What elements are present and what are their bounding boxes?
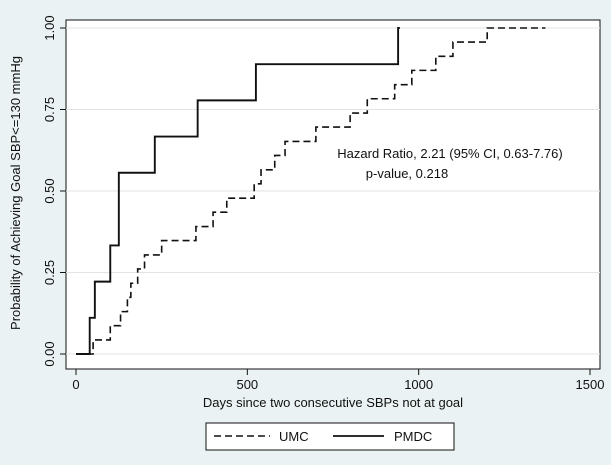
- plot-area: [65, 19, 601, 370]
- legend-umc-label: UMC: [279, 429, 309, 444]
- y-tick-label: 0.50: [42, 178, 57, 203]
- p-value-annotation: p-value, 0.218: [366, 166, 448, 181]
- y-tick-label: 0.75: [42, 97, 57, 122]
- x-tick-label: 1000: [404, 377, 433, 392]
- grid-lines: [66, 27, 600, 355]
- x-tick-label: 0: [72, 377, 79, 392]
- axes: [60, 27, 591, 375]
- legend-pmdc-label: PMDC: [394, 429, 432, 444]
- series-lines: [76, 27, 546, 355]
- x-axis-title: Days since two consecutive SBPs not at g…: [203, 395, 463, 410]
- x-tick-label: 1500: [576, 377, 605, 392]
- series-pmdc-line: [76, 27, 400, 355]
- y-tick-label: 1.00: [42, 15, 57, 40]
- y-tick-label: 0.00: [42, 341, 57, 366]
- hazard-ratio-annotation: Hazard Ratio, 2.21 (95% CI, 0.63-7.76): [337, 146, 562, 161]
- y-axis-title: Probability of Achieving Goal SBP<=130 m…: [8, 56, 23, 330]
- tick-labels: 0.00 0.25 0.50 0.75 1.00 0 500 1000 1500: [42, 15, 604, 392]
- x-tick-label: 500: [236, 377, 258, 392]
- y-tick-label: 0.25: [42, 260, 57, 285]
- legend: UMC PMDC: [205, 422, 455, 451]
